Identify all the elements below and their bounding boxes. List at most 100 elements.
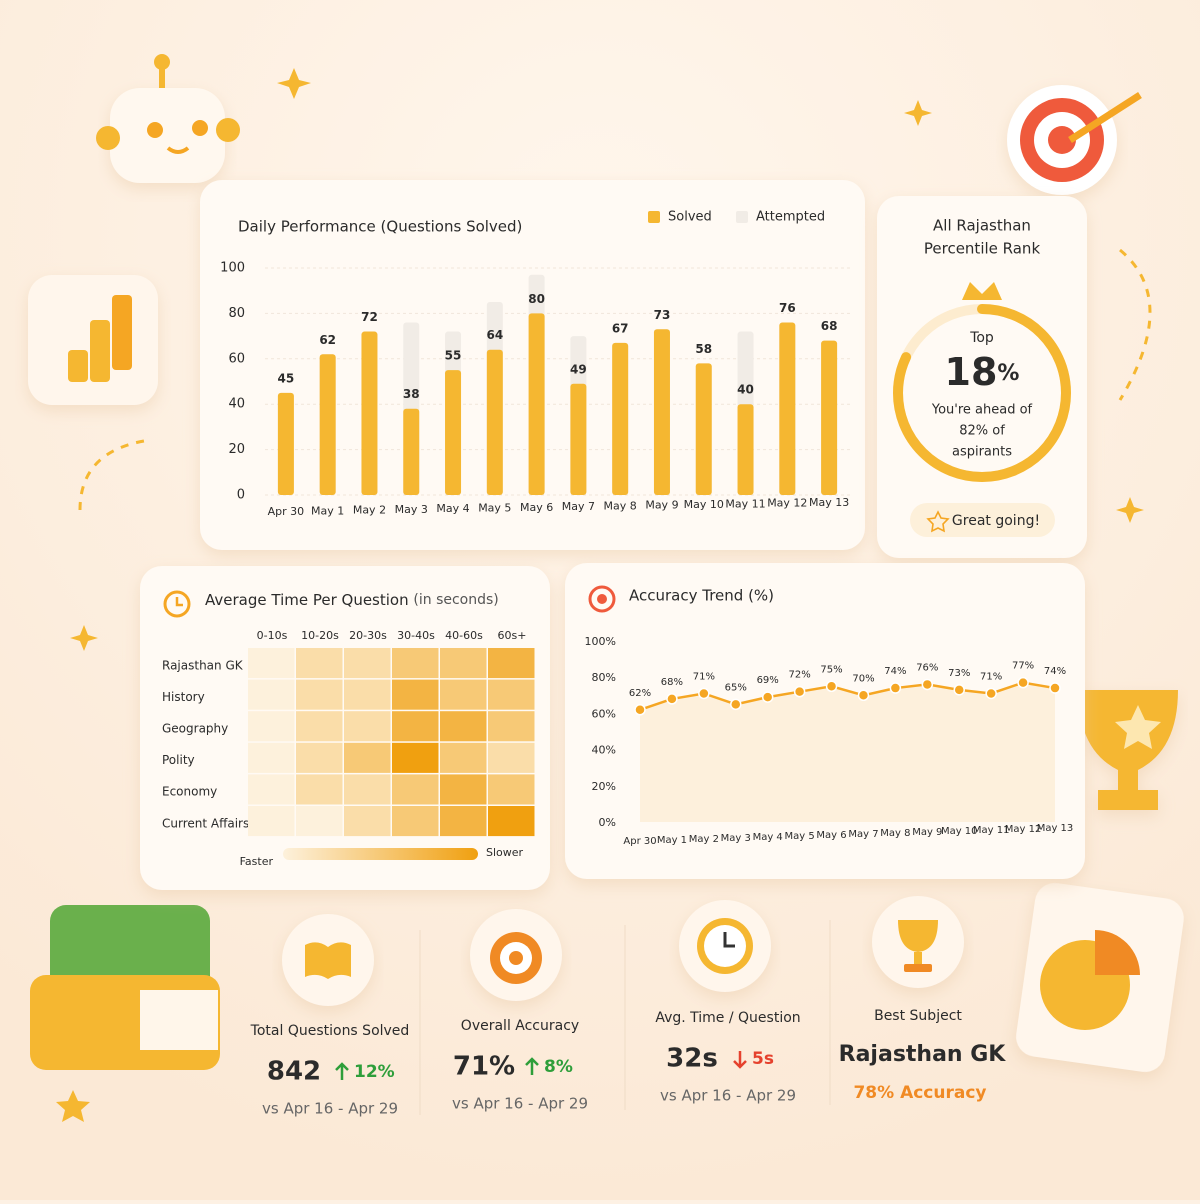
heat-cell <box>488 648 535 679</box>
best-sub: 78% Accuracy <box>853 1083 986 1103</box>
heat-cell <box>392 711 439 742</box>
stat-compare: vs Apr 16 - Apr 29 <box>262 1100 398 1118</box>
y-tick-label: 80% <box>592 671 616 684</box>
data-label: 74% <box>884 666 906 677</box>
rank-percent: 18 <box>945 350 998 394</box>
data-label: 71% <box>693 671 715 682</box>
point <box>1017 676 1029 689</box>
y-tick-label: 100% <box>585 635 616 648</box>
heat-cell <box>248 679 295 710</box>
heat-cell <box>344 742 391 773</box>
data-label: 75% <box>820 664 842 675</box>
heat-cell <box>440 742 487 773</box>
stat-value: 842 <box>267 1057 321 1087</box>
data-label: 68 <box>821 319 838 333</box>
heat-cell <box>392 806 439 837</box>
x-tick-label: May 2 <box>353 504 386 517</box>
y-tick-label: 40 <box>228 397 245 412</box>
badge <box>910 503 1055 537</box>
data-label: 72 <box>361 310 378 324</box>
bar <box>445 370 462 495</box>
area <box>640 682 1055 822</box>
heat-cell <box>248 742 295 773</box>
point <box>825 680 838 692</box>
column-label: 0-10s <box>257 629 288 642</box>
stat-label: Avg. Time / Question <box>655 1010 800 1026</box>
x-tick-label: May 6 <box>816 830 846 841</box>
x-tick-label: May 11 <box>725 497 765 510</box>
heat-cell <box>440 774 487 805</box>
point <box>698 687 710 700</box>
point <box>793 685 806 698</box>
column-label: 30-40s <box>397 629 435 642</box>
x-tick-label: May 7 <box>848 829 878 840</box>
legend-swatch <box>648 211 660 223</box>
y-tick-label: 80 <box>228 306 245 321</box>
x-tick-label: May 13 <box>809 496 849 509</box>
row-label: Geography <box>162 722 228 736</box>
rank-ring <box>893 304 1071 482</box>
data-label: 70% <box>852 673 874 684</box>
rank-text: aspirants <box>952 445 1012 460</box>
bar <box>361 331 378 495</box>
heat-cell <box>296 742 343 773</box>
point <box>634 704 646 716</box>
heat-cell <box>344 711 391 742</box>
heatmap-subtitle: (in seconds) <box>413 592 498 608</box>
bar <box>486 349 503 495</box>
point <box>985 687 997 700</box>
stat-dividers <box>419 920 831 1115</box>
stat-change: 5s <box>752 1049 774 1069</box>
data-label: 77% <box>1012 661 1034 672</box>
data-label: 62% <box>629 688 651 699</box>
row-label: Rajasthan GK <box>162 658 244 672</box>
point <box>921 678 934 691</box>
bar <box>319 354 336 495</box>
y-tick-label: 60 <box>228 351 245 366</box>
badge-text: Great going! <box>952 513 1040 529</box>
y-tick-label: 60% <box>592 707 616 720</box>
arrow-up <box>335 1062 349 1080</box>
heat-cell <box>440 711 487 742</box>
bar <box>403 408 420 495</box>
arrow-down <box>733 1051 747 1069</box>
heat-cell <box>440 679 487 710</box>
rank-top: Top <box>969 330 994 346</box>
column-label: 60s+ <box>498 629 527 642</box>
heat-cell <box>488 742 535 773</box>
heat-cell <box>392 742 439 773</box>
rank-value: 18% <box>945 350 1020 394</box>
heat-cell <box>344 806 391 837</box>
rank-unit: % <box>997 361 1019 386</box>
legend-label: Attempted <box>756 210 825 225</box>
x-tick-label: May 9 <box>645 499 678 512</box>
point <box>953 684 965 696</box>
bar <box>570 383 587 495</box>
column-label: 20-30s <box>349 629 387 642</box>
stat-change: 8% <box>544 1057 573 1077</box>
heat-cell <box>296 711 343 742</box>
heat-cell <box>248 774 295 805</box>
clock-icon <box>163 590 191 618</box>
point <box>730 698 742 711</box>
x-tick-label: May 4 <box>436 502 469 515</box>
data-label: 69% <box>757 675 779 686</box>
stat-icons <box>282 896 964 1006</box>
heat-cell <box>248 648 295 679</box>
legend-label: Solved <box>668 210 712 225</box>
bar <box>821 340 838 495</box>
line-title: Accuracy Trend (%) <box>629 587 774 605</box>
x-tick-label: May 2 <box>689 834 719 845</box>
data-label: 64 <box>486 328 503 342</box>
x-tick-label: Apr 30 <box>623 836 656 847</box>
heat-cell <box>488 806 535 837</box>
heat-cell <box>344 679 391 710</box>
heat-cell <box>296 774 343 805</box>
data-label: 76 <box>779 301 796 315</box>
scale-label: Faster <box>240 855 274 868</box>
point <box>761 691 774 703</box>
stat-value: 32s <box>666 1044 718 1074</box>
crown <box>962 282 1002 300</box>
